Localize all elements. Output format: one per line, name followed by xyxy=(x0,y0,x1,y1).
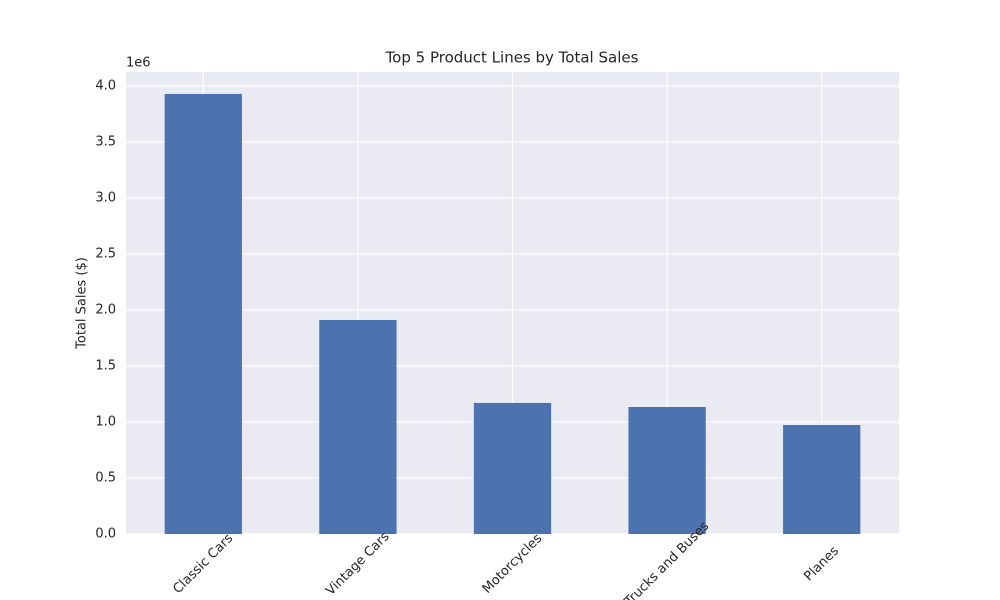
y-tick-label: 3.0 xyxy=(95,191,116,206)
bar xyxy=(783,425,861,534)
bar xyxy=(319,319,397,534)
x-tick-label: Vintage Cars xyxy=(323,529,393,599)
y-tick-label: 3.5 xyxy=(95,135,116,150)
y-offset-label: 1e6 xyxy=(126,56,151,71)
y-tick-label: 2.0 xyxy=(95,303,116,318)
y-tick-label: 1.5 xyxy=(95,359,116,374)
y-axis-label: Total Sales ($) xyxy=(75,257,90,350)
x-tick-label: Motorcycles xyxy=(480,531,546,597)
bar xyxy=(628,406,706,534)
y-tick-label: 4.0 xyxy=(95,79,116,94)
y-tick-label: 2.5 xyxy=(95,247,116,262)
y-tick-label: 1.0 xyxy=(95,415,116,430)
bar xyxy=(473,402,552,534)
chart-title: Top 5 Product Lines by Total Sales xyxy=(385,49,639,67)
x-tick-label: Classic Cars xyxy=(170,531,236,597)
y-tick-label: 0.0 xyxy=(95,527,116,542)
bar xyxy=(164,93,242,535)
y-tick-label: 0.5 xyxy=(95,471,116,486)
x-tick-label: Planes xyxy=(801,544,842,585)
